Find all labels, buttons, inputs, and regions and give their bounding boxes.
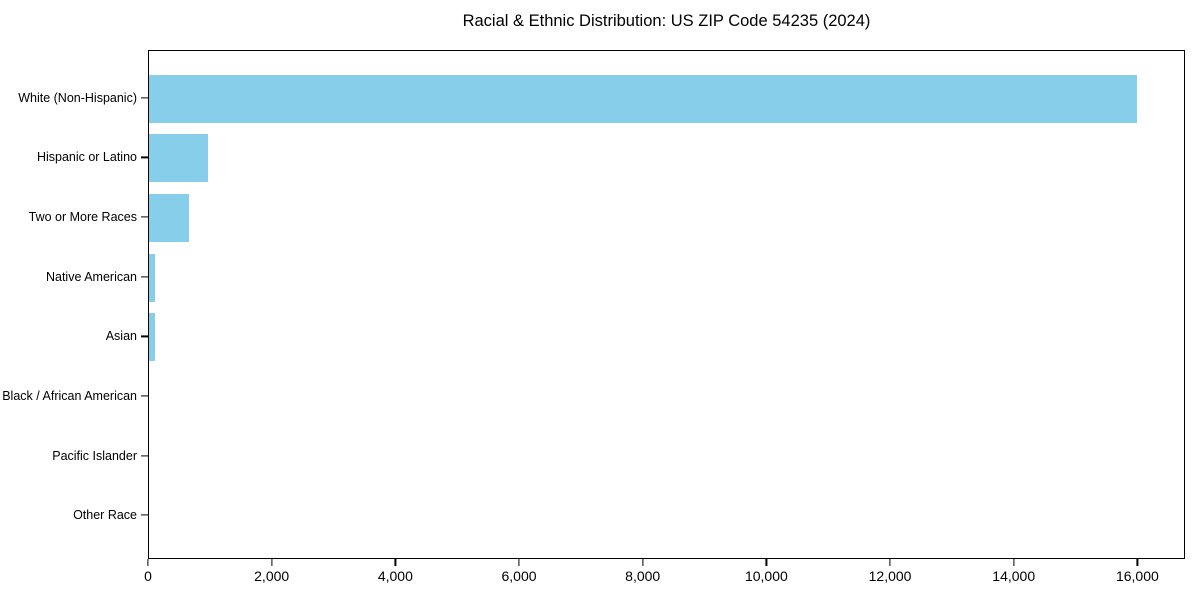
x-label-14000: 14,000 xyxy=(992,568,1036,584)
bar-hispanic-or-latino xyxy=(149,134,208,183)
x-label-0: 0 xyxy=(144,568,152,584)
x-tick-6000 xyxy=(518,559,520,566)
bar-asian xyxy=(149,313,156,362)
x-tick-16000 xyxy=(1136,559,1138,566)
y-label-white-non-hispanic: White (Non-Hispanic) xyxy=(18,90,137,105)
y-tick-native-american xyxy=(141,276,148,278)
bar-native-american xyxy=(149,253,155,302)
y-tick-other-race xyxy=(141,514,148,516)
bar-white-non-hispanic xyxy=(149,74,1138,123)
x-label-12000: 12,000 xyxy=(868,568,912,584)
x-tick-12000 xyxy=(889,559,891,566)
x-label-2000: 2,000 xyxy=(254,568,290,584)
x-label-6000: 6,000 xyxy=(501,568,537,584)
y-tick-two-or-more-races xyxy=(141,216,148,218)
chart-title: Racial & Ethnic Distribution: US ZIP Cod… xyxy=(462,12,871,30)
y-tick-asian xyxy=(141,335,148,337)
x-tick-0 xyxy=(147,559,149,566)
y-tick-pacific-islander xyxy=(141,454,148,457)
y-label-native-american: Native American xyxy=(45,269,137,284)
x-label-8000: 8,000 xyxy=(625,568,661,584)
y-tick-white-non-hispanic xyxy=(141,97,148,99)
x-tick-4000 xyxy=(394,559,396,566)
y-label-black-african-american: Black / African American xyxy=(2,388,137,403)
y-label-other-race: Other Race xyxy=(73,508,137,523)
y-label-two-or-more-races: Two or More Races xyxy=(28,210,137,225)
x-tick-2000 xyxy=(271,559,273,566)
x-label-16000: 16,000 xyxy=(1115,568,1159,584)
y-tick-hispanic-or-latino xyxy=(141,156,148,159)
y-tick-black-african-american xyxy=(141,395,148,397)
y-label-hispanic-or-latino: Hispanic or Latino xyxy=(36,150,137,165)
plot-area xyxy=(148,50,1185,559)
x-tick-8000 xyxy=(642,559,644,566)
x-label-10000: 10,000 xyxy=(744,568,788,584)
x-label-4000: 4,000 xyxy=(377,568,413,584)
x-tick-14000 xyxy=(1013,559,1015,566)
bar-two-or-more-races xyxy=(149,194,190,243)
y-label-pacific-islander: Pacific Islander xyxy=(52,448,137,463)
y-label-asian: Asian xyxy=(105,329,137,344)
x-tick-10000 xyxy=(765,559,767,566)
